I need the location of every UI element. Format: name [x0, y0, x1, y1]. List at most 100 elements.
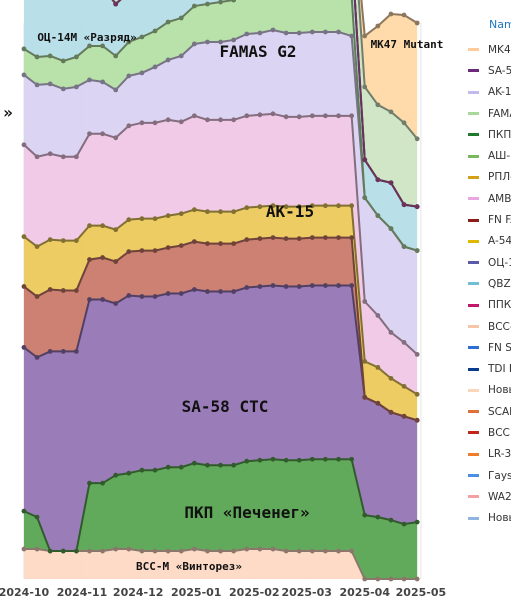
legend-item-16[interactable]: Новый ствол: [458, 380, 511, 401]
legend-item-8[interactable]: FN FAL: [458, 209, 511, 230]
legend-label: WA2000: [488, 490, 511, 503]
data-point-1-20: [283, 457, 289, 463]
data-point-3-15: [218, 241, 223, 247]
data-point-6-22: [309, 29, 315, 35]
data-point-6-11: [165, 57, 171, 63]
data-point-5-29: [401, 340, 407, 345]
legend-item-17[interactable]: SCAR-L: [458, 401, 511, 422]
legend-swatch: [468, 367, 479, 371]
data-point-6-1: [34, 82, 40, 88]
data-point-3-17: [244, 237, 250, 243]
legend-item-0[interactable]: MK47 Mutant: [458, 39, 511, 60]
legend-item-22[interactable]: Новый ПП: [458, 508, 511, 529]
data-point-2-1: [34, 354, 40, 360]
data-point-4-1: [34, 244, 40, 249]
legend-label: FAMAS G2: [488, 107, 511, 120]
data-point-4-4: [73, 238, 79, 244]
data-point-2-3: [60, 349, 66, 354]
legend-item-7[interactable]: AMB-17: [458, 188, 511, 209]
legend-item-6[interactable]: РПЛ-20: [458, 167, 511, 188]
data-point-0-26: [362, 576, 368, 582]
legend-item-21[interactable]: WA2000: [458, 486, 511, 507]
data-point-10-29: [401, 202, 407, 208]
data-point-5-8: [126, 123, 132, 129]
legend-item-5[interactable]: АШ-12: [458, 145, 511, 166]
data-point-4-26: [362, 358, 368, 364]
legend-item-10[interactable]: ОЦ-14М «Разряд»: [458, 252, 511, 273]
data-point-6-10: [152, 64, 158, 70]
data-point-4-19: [270, 203, 276, 209]
data-point-6-8: [126, 73, 132, 79]
legend-swatch: [468, 452, 479, 456]
data-point-2-8: [126, 293, 132, 298]
data-point-1-27: [375, 514, 381, 520]
legend-label: Гауss: [488, 469, 511, 482]
data-point-3-9: [139, 248, 145, 253]
data-point-2-16: [231, 289, 237, 294]
data-point-3-0: [21, 284, 27, 289]
legend-label: FN SCAR-H: [488, 341, 511, 354]
legend-item-14[interactable]: FN SCAR-H: [458, 337, 511, 358]
data-point-5-3: [60, 154, 66, 160]
legend-swatch: [468, 410, 479, 414]
legend-item-13[interactable]: ВСС-М «Винторез»: [458, 316, 511, 337]
data-point-5-4: [73, 154, 79, 160]
legend-item-20[interactable]: Гауss: [458, 465, 511, 486]
data-point-4-3: [60, 238, 66, 244]
legend-item-19[interactable]: LR-300: [458, 444, 511, 465]
legend-item-4[interactable]: ПКП «Печенег»: [458, 124, 511, 145]
data-point-1-29: [401, 521, 407, 527]
data-point-1-6: [100, 480, 106, 486]
legend-item-15[interactable]: TDI Kriss Vector: [458, 358, 511, 379]
data-point-5-17: [244, 113, 250, 119]
area-label-6: ВСС-М «Винторез»: [136, 560, 242, 573]
data-point-4-20: [283, 204, 289, 210]
legend-item-1[interactable]: SA-58 СТС: [458, 60, 511, 81]
data-point-1-14: [205, 462, 210, 468]
data-point-10-7: [113, 1, 119, 7]
legend-item-12[interactable]: ППК-20: [458, 295, 511, 316]
data-point-6-19: [270, 27, 276, 33]
data-point-3-4: [73, 288, 79, 293]
data-point-2-5: [87, 297, 92, 302]
data-point-7-13: [191, 3, 197, 9]
legend-label: РПЛ-20: [488, 171, 511, 184]
data-point-4-28: [388, 375, 394, 381]
legend-item-3[interactable]: FAMAS G2: [458, 103, 511, 124]
data-point-2-7: [113, 301, 119, 306]
data-point-1-7: [113, 472, 119, 478]
data-point-1-9: [139, 467, 145, 473]
data-point-0-7: [113, 546, 119, 552]
legend-item-18[interactable]: ВСС «Вал»: [458, 422, 511, 443]
data-point-3-8: [126, 249, 132, 254]
data-point-7-9: [139, 34, 145, 40]
area-5: [23, 113, 418, 395]
data-point-1-12: [178, 464, 184, 470]
data-point-4-18: [257, 204, 263, 210]
data-point-11-27: [375, 102, 381, 108]
data-point-7-26: [362, 195, 368, 201]
data-point-7-11: [165, 19, 171, 25]
legend-label: A-545: [488, 235, 511, 248]
legend-item-2[interactable]: AK-15: [458, 82, 511, 103]
data-point-7-29: [401, 244, 407, 249]
x-tick-label-1: 2024-11: [57, 586, 108, 599]
data-point-1-8: [126, 470, 132, 476]
data-point-1-17: [244, 458, 250, 464]
x-axis-ticks: 2024-10 2024-11 2024-12 2025-01 2025-02 2025-…: [0, 586, 446, 599]
legend-label: Новый ствол: [488, 384, 511, 397]
area-2: [23, 285, 418, 552]
data-point-5-7: [113, 135, 119, 141]
data-point-12-30: [414, 20, 420, 26]
data-point-6-2: [47, 81, 53, 87]
data-point-1-16: [231, 462, 237, 468]
data-point-5-23: [323, 113, 328, 119]
data-point-7-1: [34, 54, 40, 60]
data-point-7-5: [87, 43, 92, 49]
legend-swatch: [468, 48, 479, 52]
legend-item-9[interactable]: A-545: [458, 231, 511, 252]
data-point-10-28: [388, 180, 394, 186]
legend-item-11[interactable]: QBZ-95: [458, 273, 511, 294]
data-point-5-24: [336, 113, 341, 119]
legend-label: ОЦ-14М «Разряд»: [488, 256, 511, 269]
